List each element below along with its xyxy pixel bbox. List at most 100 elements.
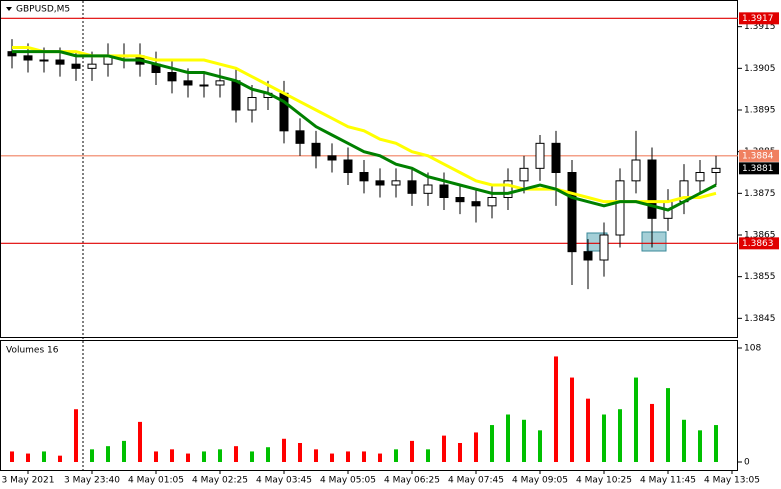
volume-bar (650, 403, 654, 462)
highlight-box (641, 231, 667, 252)
volume-bar (106, 446, 110, 462)
x-tick-label: 4 May 06:25 (384, 476, 440, 486)
candle-body (375, 180, 385, 186)
volume-bar (522, 419, 526, 462)
volume-bar (698, 430, 702, 462)
candle-body (295, 130, 305, 144)
volume-bar (186, 453, 190, 462)
volume-bar (154, 451, 158, 462)
volume-bar (586, 398, 590, 462)
volume-bar (218, 449, 222, 462)
candle-body (247, 97, 257, 111)
x-tick-label: 4 May 03:45 (256, 476, 312, 486)
volume-bar (682, 419, 686, 462)
x-tick-label: 3 May 23:40 (64, 476, 120, 486)
candle-body (583, 251, 593, 261)
volume-bar (74, 409, 78, 462)
volume-bar (298, 443, 302, 462)
candle-body (455, 197, 465, 203)
candle-body (439, 184, 449, 198)
volume-bar (666, 388, 670, 462)
volume-bar (90, 449, 94, 462)
candle-body (39, 59, 49, 62)
candle-body (71, 63, 81, 69)
x-tick-label: 4 May 09:05 (512, 476, 568, 486)
menu-arrow (6, 7, 12, 11)
y-tick-label: 1.3905 (744, 64, 776, 74)
y-tick-label: 1.3915 (744, 22, 776, 32)
candle-body (391, 180, 401, 186)
x-tick-label: 4 May 05:05 (320, 476, 376, 486)
price-level-label: 1.3917 (742, 14, 774, 24)
volume-bar (58, 455, 62, 462)
volume-bar (330, 453, 334, 462)
candle-body (551, 142, 561, 173)
candle-body (471, 201, 481, 207)
candle-body (567, 172, 577, 253)
x-tick-label: 4 May 13:05 (704, 476, 760, 486)
volume-bar (202, 451, 206, 462)
x-tick-label: 4 May 11:45 (640, 476, 696, 486)
volume-bar (506, 414, 510, 462)
y-tick-label: 1.3875 (744, 189, 776, 199)
volume-tick-label: 108 (744, 344, 761, 354)
volume-bar (314, 449, 318, 462)
candle-body (167, 72, 177, 82)
price-level-box (739, 12, 779, 25)
price-level-label: 1.3884 (742, 151, 774, 161)
candle-body (23, 55, 33, 61)
moving-average (12, 46, 717, 204)
candle-body (87, 63, 97, 69)
volume-bar (602, 414, 606, 462)
candle-body (183, 80, 193, 86)
x-tick-label: 4 May 02:25 (192, 476, 248, 486)
volume-bar (634, 377, 638, 462)
candle-body (487, 197, 497, 207)
x-tick-label: 3 May 2021 (2, 476, 55, 486)
y-tick-label: 1.3855 (744, 272, 776, 282)
y-tick-label: 1.3895 (744, 106, 776, 116)
candle-body (503, 180, 513, 198)
candle-body (647, 159, 657, 219)
volume-bar (410, 440, 414, 462)
candle-body (407, 180, 417, 194)
candle-body (631, 159, 641, 182)
x-tick-label: 4 May 07:45 (448, 476, 504, 486)
volume-bar (538, 430, 542, 462)
volume-bar (138, 421, 142, 462)
candle-body (711, 167, 721, 173)
candle-body (343, 159, 353, 173)
volume-bar (618, 409, 622, 462)
volume-bar (234, 446, 238, 462)
candle-body (423, 184, 433, 194)
candle-body (535, 142, 545, 169)
volume-bar (474, 432, 478, 462)
volume-bar (378, 453, 382, 462)
volume-bar (442, 435, 446, 462)
candle-body (327, 155, 337, 161)
candle-body (55, 59, 65, 65)
x-tick-label: 4 May 10:25 (576, 476, 632, 486)
candle-body (231, 80, 241, 111)
candle-body (199, 84, 209, 87)
volume-bar (394, 449, 398, 462)
candle-body (519, 167, 529, 182)
volume-bar (10, 451, 14, 462)
volume-bar (266, 447, 270, 462)
price-level-label: 1.3863 (742, 239, 774, 249)
volume-bar (362, 451, 366, 462)
volume-bar (346, 451, 350, 462)
volume-bar (26, 453, 30, 462)
volume-tick-label: 0 (744, 458, 750, 468)
candle-body (599, 234, 609, 261)
price-level-box (739, 237, 779, 250)
price-level-label: 1.3881 (742, 164, 774, 174)
candle-body (695, 172, 705, 182)
price-level-box (739, 149, 779, 162)
volume-bar (458, 443, 462, 462)
candle-body (311, 142, 321, 157)
volume-bar (282, 438, 286, 462)
volume-bar (250, 451, 254, 462)
